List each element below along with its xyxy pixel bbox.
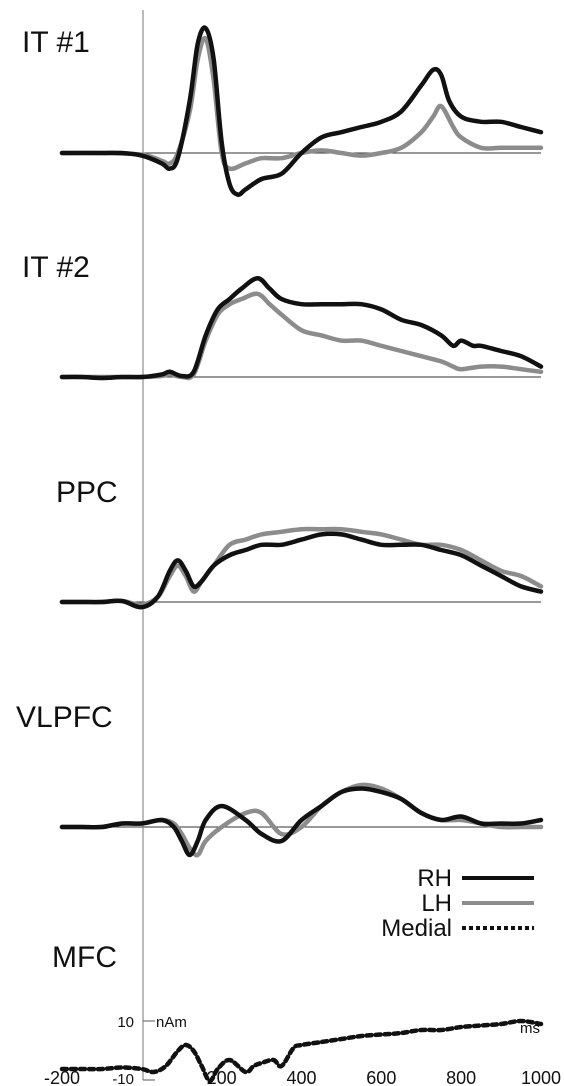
- waveform-curves: [59, 25, 544, 1084]
- x-tick-label: 1000: [521, 1068, 561, 1086]
- x-tick-label: 800: [446, 1068, 476, 1086]
- x-tick-label: -200: [44, 1068, 80, 1086]
- legend-label-rh: RH: [417, 865, 452, 892]
- series-line-vlpfc-rh: [59, 786, 544, 858]
- x-tick-label: 600: [366, 1068, 396, 1086]
- scale-unit-label: nAm: [156, 1014, 187, 1031]
- series-line-it-1-rh: [59, 25, 544, 197]
- series-line-it-1-lh: [59, 35, 544, 172]
- scale-label-neg10: -10: [112, 1071, 134, 1086]
- series-line-it-2-rh: [59, 275, 544, 381]
- panel-label-mfc: MFC: [52, 941, 117, 974]
- series-line-ppc-rh: [59, 531, 544, 610]
- legend-label-medial: Medial: [381, 915, 452, 942]
- x-tick-label: 400: [286, 1068, 316, 1086]
- x-axis-ticks: -200 200 400 600 800 1000: [44, 1068, 561, 1086]
- panel-label-ppc: PPC: [56, 476, 118, 509]
- panel-labels: IT #1 IT #2 PPC VLPFC MFC: [16, 26, 118, 974]
- panel-label-it-1: IT #1: [22, 26, 90, 59]
- panel-label-vlpfc: VLPFC: [16, 701, 113, 734]
- scale-label-10: 10: [117, 1014, 134, 1031]
- x-tick-label: 200: [207, 1068, 237, 1086]
- x-unit-label: ms: [520, 1020, 540, 1037]
- series-line-mfc-medial: [59, 1018, 544, 1084]
- panel-label-it-2: IT #2: [22, 251, 90, 284]
- legend: RH LH Medial: [381, 865, 534, 942]
- legend-label-lh: LH: [421, 890, 452, 917]
- scale-bar: 10 -10 nAm: [112, 1014, 187, 1086]
- panel-baselines: [62, 152, 541, 828]
